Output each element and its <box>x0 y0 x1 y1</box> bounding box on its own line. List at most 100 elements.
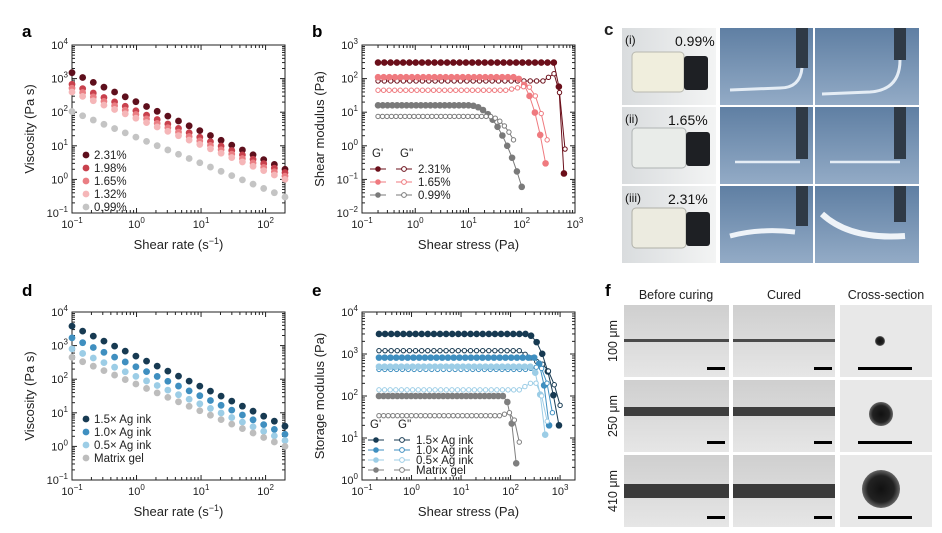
data-point <box>89 362 97 370</box>
legend-label: 1.98% <box>94 163 127 175</box>
data-point <box>450 412 456 419</box>
x-tick-label: 10−1 <box>61 483 83 498</box>
legend-marker-gpp <box>401 179 407 185</box>
panel-c: c <box>604 18 934 263</box>
data-point <box>516 330 523 338</box>
data-point <box>455 412 461 419</box>
data-point <box>89 78 97 86</box>
data-point <box>260 427 268 435</box>
panel-label-e: e <box>312 281 321 300</box>
data-point <box>486 87 492 93</box>
data-point <box>420 113 426 120</box>
data-point <box>402 113 408 120</box>
data-point <box>406 113 413 120</box>
series-0.99% <box>68 108 289 201</box>
data-point <box>504 363 512 370</box>
data-point <box>556 89 563 96</box>
data-point <box>533 78 540 84</box>
data-point <box>270 171 278 179</box>
data-point <box>460 113 467 120</box>
data-point <box>437 363 444 370</box>
data-point <box>375 87 381 93</box>
data-point <box>544 380 550 386</box>
data-point <box>475 87 481 93</box>
data-point <box>470 363 478 370</box>
x-axis-label: Shear rate (s−1) <box>134 503 224 519</box>
data-point <box>474 113 480 120</box>
data-point <box>508 154 516 162</box>
data-point <box>443 59 451 66</box>
plot-frame <box>71 44 286 214</box>
data-point <box>514 85 521 91</box>
legend-label: 1.0× Ag ink <box>94 427 151 439</box>
data-point <box>487 73 495 81</box>
data-point <box>228 154 236 161</box>
data-point <box>550 59 558 66</box>
x-tick-label: 102 <box>257 483 274 498</box>
data-point <box>121 110 129 118</box>
series-0.5× Ag ink <box>68 345 289 444</box>
data-point <box>281 430 289 438</box>
data-point <box>526 92 533 100</box>
data-point <box>415 113 422 120</box>
data-point <box>509 330 517 338</box>
data-point <box>525 59 532 66</box>
data-point <box>512 459 520 467</box>
data-point <box>516 387 522 393</box>
data-point <box>89 116 97 124</box>
data-point <box>381 59 388 66</box>
data-point <box>408 73 416 81</box>
data-point <box>68 353 76 361</box>
data-point <box>207 132 214 139</box>
y-tick-label: 104 <box>51 37 68 52</box>
data-point <box>498 363 506 370</box>
data-point <box>501 123 508 129</box>
data-point <box>527 332 535 340</box>
data-point <box>533 338 540 346</box>
data-point <box>281 437 289 444</box>
data-point <box>111 363 118 371</box>
data-point <box>387 59 394 66</box>
data-point <box>476 363 484 370</box>
x-tick-label: 100 <box>407 216 424 231</box>
data-point <box>390 412 396 419</box>
data-point <box>491 330 499 338</box>
data-point <box>381 354 389 361</box>
data-point <box>499 392 507 400</box>
data-point <box>217 392 225 400</box>
data-point <box>68 334 76 342</box>
legend-marker <box>82 190 90 198</box>
data-point <box>121 358 129 366</box>
data-point <box>471 387 478 393</box>
data-point <box>442 330 450 338</box>
data-point <box>476 73 483 81</box>
panel-label-d: d <box>22 281 32 300</box>
data-point <box>470 73 478 81</box>
data-point <box>399 59 407 66</box>
data-point <box>510 73 517 81</box>
data-point <box>89 354 97 362</box>
data-point <box>515 363 523 370</box>
data-point <box>239 146 246 154</box>
data-point <box>498 73 506 81</box>
data-point <box>444 354 452 361</box>
data-point <box>410 354 417 361</box>
data-point <box>270 189 278 197</box>
data-point <box>436 330 444 338</box>
data-point <box>397 87 403 93</box>
data-point <box>433 113 440 120</box>
data-point <box>508 86 515 92</box>
data-point <box>518 183 526 191</box>
data-point <box>545 368 552 374</box>
data-point <box>175 150 182 158</box>
x-tick-label: 102 <box>257 216 274 231</box>
data-point <box>100 83 108 91</box>
data-point <box>531 369 539 377</box>
series-Matrix gel <box>68 353 289 450</box>
data-point <box>404 412 410 419</box>
data-point <box>443 387 450 393</box>
data-point <box>447 113 453 120</box>
data-point <box>388 113 395 120</box>
data-point <box>121 368 129 376</box>
